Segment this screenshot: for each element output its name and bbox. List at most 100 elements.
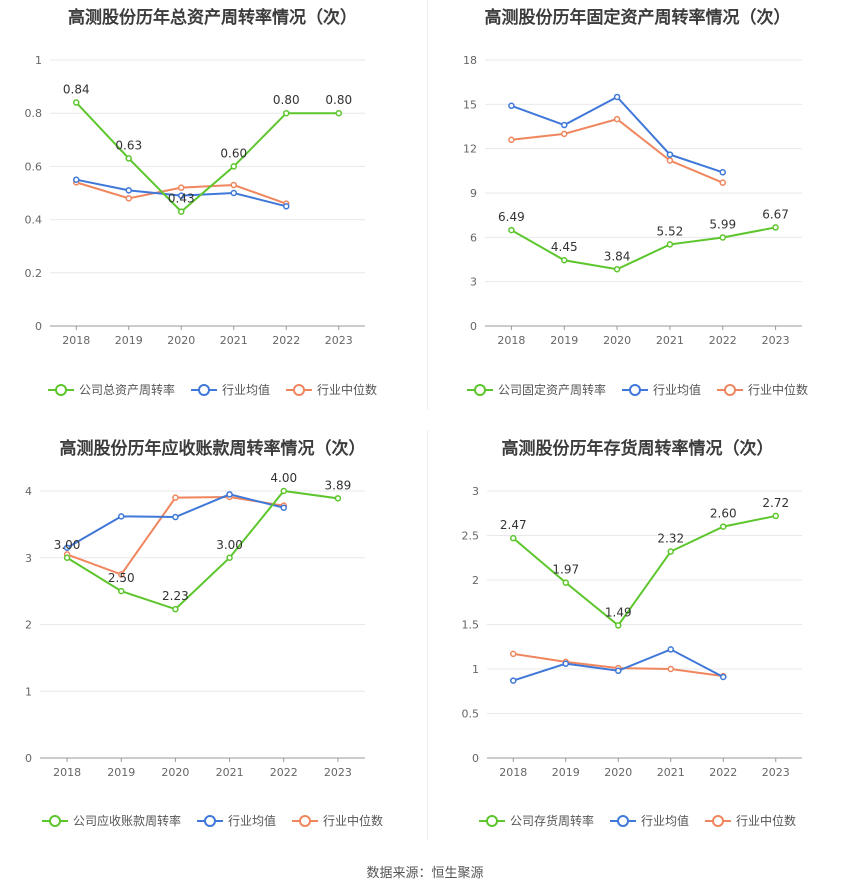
data-point [508, 226, 515, 234]
data-point [772, 512, 779, 520]
divider [427, 430, 428, 840]
data-point [561, 256, 568, 264]
data-source-note: 数据来源：恒生聚源 [366, 866, 484, 881]
y-tick-label: 0.8 [25, 107, 43, 120]
legend-item-median[interactable]: 行业中位数 [705, 812, 796, 829]
data-point [125, 195, 132, 202]
chart-panel-total-asset-turnover: 高测股份历年总资产周转率情况（次） 0 0.2 0.4 0.6 0.8 1 2018 2019… [0, 0, 425, 430]
data-label: 3.84 [604, 249, 631, 263]
x-tick-label: 2020 [603, 334, 631, 347]
legend-label: 行业均值 [640, 814, 689, 828]
data-label: 1.97 [552, 563, 579, 577]
series-line [66, 489, 339, 611]
data-point [73, 99, 80, 106]
data-label: 3.00 [54, 538, 81, 552]
x-tick-label: 2019 [115, 334, 143, 347]
data-point [230, 189, 237, 197]
data-label: 5.52 [657, 224, 684, 238]
y-tick-label: 18 [463, 54, 477, 67]
legend-item-average[interactable]: 行业均值 [621, 381, 701, 398]
legend-label: 行业中位数 [748, 383, 809, 397]
data-point [613, 266, 621, 273]
data-point [615, 667, 622, 675]
chart-title: 高测股份历年存货周转率情况（次） [501, 439, 774, 459]
data-label: 3.89 [325, 478, 352, 492]
legend-item-company[interactable]: 公司存货周转率 [478, 812, 594, 829]
x-tick-label: 2023 [762, 334, 790, 347]
x-tick-label: 2021 [220, 334, 248, 347]
data-point [508, 102, 515, 110]
data-point [613, 93, 621, 101]
data-label: 2.32 [657, 532, 684, 546]
data-label: 4.00 [270, 471, 297, 485]
legend-item-median[interactable]: 行业中位数 [286, 381, 377, 398]
data-label: 0.43 [168, 192, 195, 206]
data-point [226, 491, 233, 498]
chart-legend: 公司应收账款周转率 行业均值 行业中位数 [0, 812, 425, 829]
x-tick-label: 2019 [552, 766, 580, 779]
legend-item-median[interactable]: 行业中位数 [717, 381, 808, 398]
data-label: 1.49 [605, 605, 632, 619]
chart-title: 高测股份历年总资产周转率情况（次） [68, 8, 357, 28]
x-tick-label: 2018 [62, 334, 90, 347]
y-tick-label: 4 [25, 485, 32, 498]
legend-item-company[interactable]: 公司总资产周转率 [47, 381, 175, 398]
legend-label: 行业均值 [221, 383, 270, 397]
data-point [510, 534, 517, 542]
data-point [562, 660, 569, 667]
x-tick-label: 2022 [709, 766, 737, 779]
data-label: 4.45 [551, 240, 578, 254]
legend-item-average[interactable]: 行业均值 [196, 812, 276, 829]
y-tick-label: 3 [472, 485, 479, 498]
data-point [125, 155, 132, 162]
y-tick-label: 1.5 [462, 619, 480, 632]
legend-item-company[interactable]: 公司固定资产周转率 [466, 381, 606, 398]
data-label: 2.60 [710, 507, 737, 521]
legend-item-company[interactable]: 公司应收账款周转率 [41, 812, 181, 829]
y-tick-label: 0 [472, 752, 479, 765]
x-tick-label: 2018 [499, 766, 527, 779]
data-point [63, 544, 71, 551]
x-tick-label: 2021 [656, 334, 684, 347]
data-point [666, 151, 674, 158]
legend-item-median[interactable]: 行业中位数 [292, 812, 383, 829]
x-tick-label: 2018 [53, 766, 81, 779]
data-point [283, 109, 290, 117]
x-tick-label: 2019 [107, 766, 135, 779]
chart-plot: 0 0.5 1 1.5 2 2.5 3 2018 2019 2020 2021 2022 2023 2.4… [462, 485, 802, 779]
data-point [63, 554, 71, 561]
data-point [510, 677, 517, 684]
x-tick-label: 2020 [161, 766, 189, 779]
chart-plot: 0 0.2 0.4 0.6 0.8 1 2018 2019 2020 2021 2022 2023 0.… [25, 54, 365, 347]
data-point [719, 234, 726, 241]
y-tick-label: 0.2 [25, 267, 43, 280]
y-tick-label: 1 [35, 54, 42, 67]
y-tick-label: 0.5 [462, 708, 480, 721]
legend-item-average[interactable]: 行业均值 [609, 812, 689, 829]
data-point [118, 571, 125, 578]
legend-label: 公司存货周转率 [509, 814, 594, 828]
x-tick-label: 2023 [325, 334, 353, 347]
x-tick-label: 2023 [762, 766, 790, 779]
data-point [125, 187, 132, 194]
data-point [178, 192, 185, 199]
data-point [280, 504, 287, 511]
y-tick-label: 3 [470, 276, 477, 289]
data-point [615, 622, 622, 629]
y-tick-label: 3 [25, 552, 32, 565]
data-label: 3.00 [216, 538, 243, 552]
data-point [178, 208, 185, 215]
data-point [118, 513, 125, 520]
legend-label: 行业均值 [227, 814, 276, 828]
y-tick-label: 2 [25, 619, 32, 632]
y-tick-label: 2.5 [462, 530, 480, 543]
legend-label: 行业均值 [652, 383, 701, 397]
chart-panel-receivables-turnover: 高测股份历年应收账款周转率情况（次） 0 1 2 3 4 2018 2019 2020 2021… [0, 431, 425, 861]
x-tick-label: 2018 [497, 334, 525, 347]
data-label: 0.63 [115, 138, 142, 152]
data-point [772, 224, 779, 231]
x-tick-label: 2022 [709, 334, 737, 347]
data-point [719, 169, 726, 176]
chart-plot: 0 3 6 9 12 15 18 2018 2019 2020 2021 2022 2023 6.49 4.… [463, 54, 802, 347]
legend-item-average[interactable]: 行业均值 [190, 381, 270, 398]
